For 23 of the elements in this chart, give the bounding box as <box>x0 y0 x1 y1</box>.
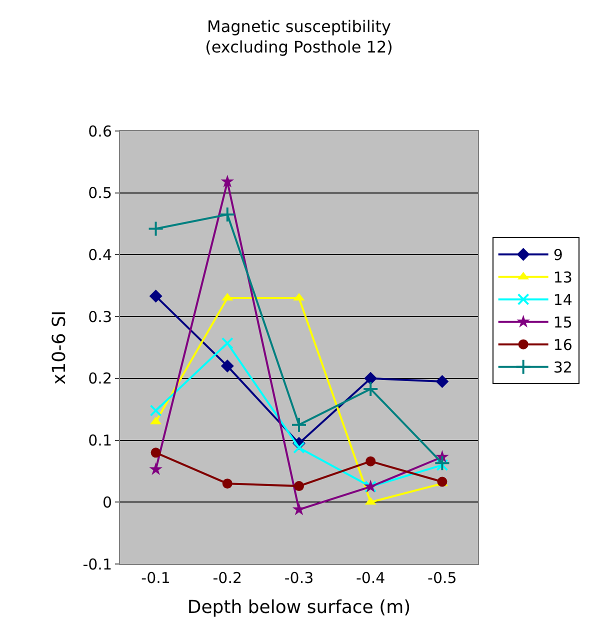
y-tick-label: 0.5 <box>88 184 112 202</box>
y-tick-label: 0 <box>102 493 112 512</box>
legend-label: 15 <box>553 314 572 332</box>
x-tick-label: -0.3 <box>284 569 314 587</box>
x-tick-label: -0.4 <box>356 569 386 587</box>
y-axis-title: x10-6 SI <box>48 310 70 384</box>
y-tick-label: 0.1 <box>88 432 112 450</box>
x-tick-label: -0.5 <box>428 569 457 587</box>
y-tick-label: 0.2 <box>88 370 112 388</box>
y-tick-label: 0.6 <box>88 122 112 140</box>
chart-subtitle: (excluding Posthole 12) <box>205 38 393 57</box>
x-tick-label: -0.2 <box>212 569 242 587</box>
legend-label: 16 <box>553 336 572 354</box>
legend-label: 14 <box>553 291 572 310</box>
y-tick-label: 0.4 <box>88 246 112 264</box>
x-axis-title: Depth below surface (m) <box>187 597 411 618</box>
legend-label: 32 <box>553 358 572 377</box>
legend-label: 13 <box>553 268 572 287</box>
legend-label: 9 <box>553 246 563 264</box>
x-tick-label: -0.1 <box>141 569 170 587</box>
chart-title: Magnetic susceptibility <box>207 16 391 36</box>
y-tick-label: 0.3 <box>88 308 112 326</box>
y-tick-label: -0.1 <box>82 555 112 574</box>
